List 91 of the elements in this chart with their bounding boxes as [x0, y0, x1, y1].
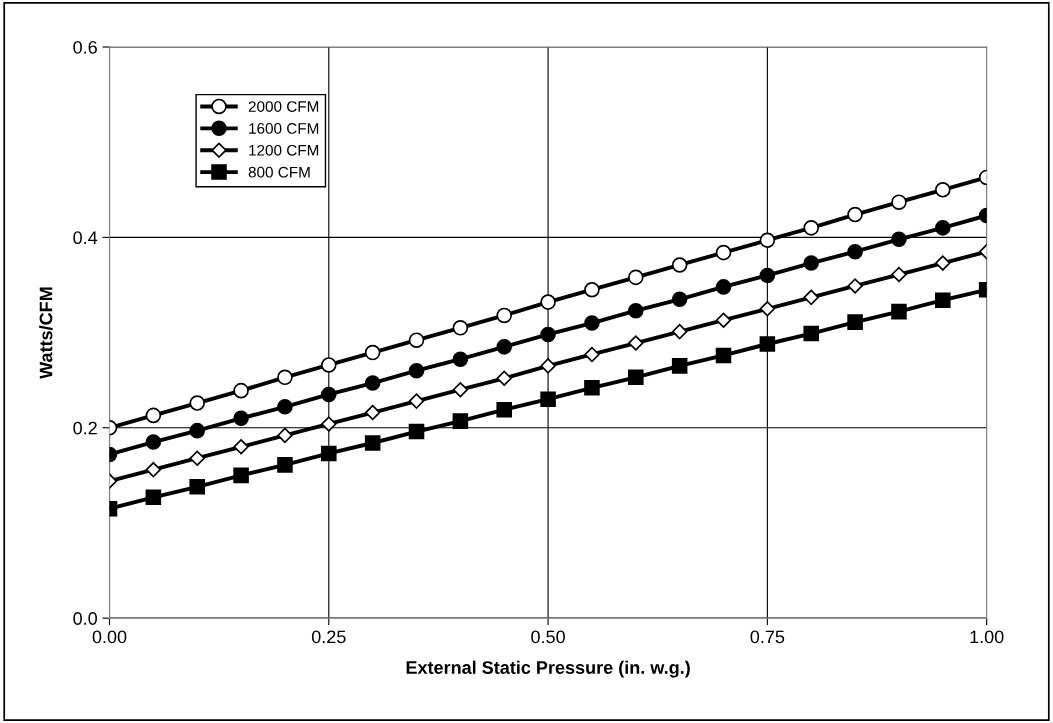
- point: [189, 422, 206, 439]
- x-tick-label: 0.75: [750, 630, 785, 644]
- point: [496, 339, 513, 355]
- point: [364, 404, 381, 421]
- point: [671, 323, 688, 340]
- point: [408, 423, 425, 440]
- point: [277, 369, 293, 386]
- point: [891, 303, 907, 320]
- point: [321, 357, 337, 373]
- point: [628, 369, 644, 386]
- point: [891, 231, 907, 248]
- point: [145, 461, 162, 478]
- point: [715, 312, 732, 328]
- point: [803, 289, 819, 306]
- y-tick-label: 0.6: [73, 40, 97, 54]
- point: [408, 393, 425, 409]
- point: [496, 307, 513, 324]
- x-tick-label: 0.00: [92, 630, 127, 644]
- point: [321, 416, 337, 432]
- point: [671, 257, 688, 273]
- x-tick-label: 0.25: [311, 630, 346, 644]
- point: [189, 450, 205, 466]
- point: [321, 445, 337, 462]
- point: [452, 413, 469, 429]
- x-tick-label: 1.00: [970, 630, 1004, 644]
- point: [847, 206, 863, 223]
- point: [145, 489, 162, 506]
- point: [584, 380, 600, 396]
- point: [540, 294, 556, 310]
- x-tick-label: 0.50: [531, 630, 565, 644]
- legend-label: 800 CFM: [248, 166, 310, 178]
- point: [321, 386, 337, 403]
- y-tick-label: 0.4: [73, 231, 98, 245]
- point: [277, 427, 293, 444]
- point: [628, 335, 644, 351]
- point: [277, 399, 293, 415]
- point: [233, 410, 249, 427]
- point: [452, 351, 469, 368]
- point: [935, 220, 951, 236]
- y-tick-label: 0.0: [73, 612, 97, 625]
- point: [364, 375, 381, 391]
- point: [584, 315, 600, 331]
- point: [189, 479, 206, 495]
- point: [540, 358, 556, 374]
- point: [233, 439, 249, 455]
- y-tick-label: 0.2: [73, 421, 97, 435]
- point: [189, 395, 206, 411]
- legend-label: 2000 CFM: [248, 101, 319, 112]
- point: [277, 457, 293, 473]
- point: [233, 382, 249, 399]
- point: [803, 325, 820, 342]
- point: [715, 279, 732, 295]
- point: [408, 362, 425, 379]
- point: [671, 358, 688, 374]
- x-axis-title: External Static Pressure (in. w.g.): [406, 660, 690, 678]
- point: [759, 336, 776, 352]
- point: [891, 266, 907, 283]
- point: [935, 292, 951, 308]
- point: [364, 344, 381, 361]
- point: [847, 314, 863, 330]
- point: [803, 220, 820, 236]
- y-axis-title: Watts/CFM: [39, 287, 53, 379]
- point: [847, 243, 863, 260]
- legend-label: 1600 CFM: [249, 123, 319, 134]
- point: [452, 320, 469, 336]
- legend-label: 1200 CFM: [249, 144, 319, 156]
- point: [145, 407, 162, 424]
- point: [891, 194, 907, 210]
- point: [759, 232, 776, 249]
- point: [452, 381, 469, 398]
- point: [935, 255, 951, 271]
- point: [540, 391, 556, 407]
- point: [584, 281, 600, 298]
- point: [935, 182, 951, 198]
- point: [803, 255, 820, 271]
- point: [628, 302, 644, 319]
- point: [671, 291, 688, 308]
- point: [540, 326, 556, 343]
- point: [847, 278, 863, 294]
- point: [364, 435, 381, 451]
- point: [145, 434, 162, 450]
- point: [584, 346, 600, 363]
- point: [408, 332, 425, 348]
- point: [759, 267, 776, 284]
- point: [759, 301, 776, 317]
- point: [496, 401, 513, 418]
- point: [496, 370, 512, 386]
- point: [715, 244, 732, 261]
- point: [715, 347, 732, 364]
- point: [628, 269, 644, 286]
- point: [233, 467, 249, 484]
